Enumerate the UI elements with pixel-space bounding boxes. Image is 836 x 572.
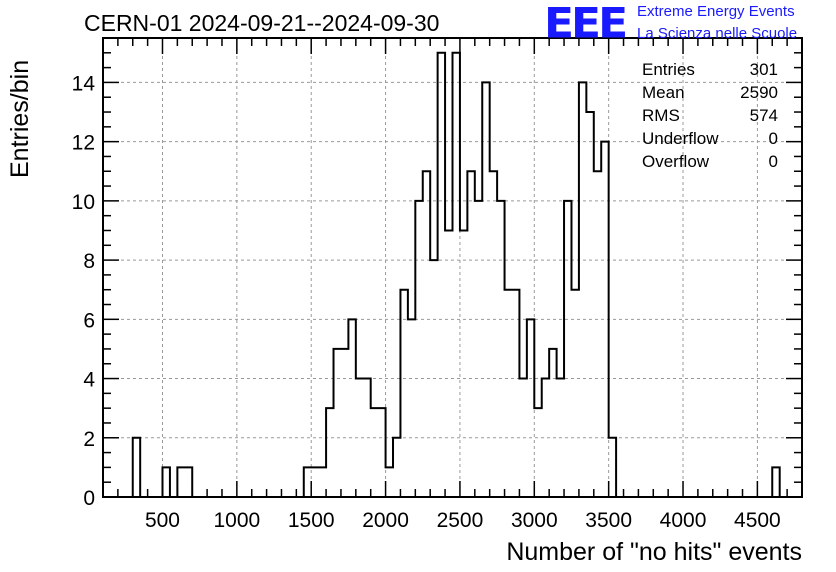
stats-value-underflow: 0: [768, 129, 778, 148]
stats-label-overflow: Overflow: [642, 152, 710, 171]
histogram-bin: [162, 467, 169, 497]
y-tick-label: 14: [72, 72, 96, 95]
y-tick-label: 10: [72, 191, 95, 214]
histogram-bin: [133, 438, 140, 497]
histogram-outline: [131, 51, 781, 497]
histogram-bin: [549, 349, 556, 497]
x-axis-label: Number of "no hits" events: [506, 538, 802, 566]
histogram-bin: [609, 438, 616, 497]
y-tick-labels: 0 2 4 6 8 10 12 14: [72, 72, 96, 510]
histogram-bin: [497, 201, 504, 497]
histogram-bin: [460, 230, 467, 497]
histogram-bin: [453, 53, 460, 497]
histogram-bin: [177, 467, 184, 497]
histogram-bin: [341, 349, 348, 497]
histogram-bin: [445, 230, 452, 497]
histogram-bin: [571, 290, 578, 497]
stats-label-entries: Entries: [642, 60, 695, 79]
y-axis-label: Entries/bin: [6, 59, 34, 178]
histogram-bin: [334, 349, 341, 497]
x-tick-label: 4000: [660, 509, 707, 532]
stats-value-overflow: 0: [768, 152, 778, 171]
histogram-bin: [579, 82, 586, 497]
histogram-bin: [772, 467, 779, 497]
stats-value-entries: 301: [749, 60, 778, 79]
histogram-bin: [423, 171, 430, 497]
stats-label-rms: RMS: [642, 106, 680, 125]
stats-label-underflow: Underflow: [642, 129, 719, 148]
logo-line-1: Extreme Energy Events: [637, 3, 795, 20]
stats-value-mean: 2590: [740, 83, 778, 102]
eee-logo: EEE: [544, 0, 628, 48]
histogram-bin: [415, 201, 422, 497]
histogram-bin: [594, 171, 601, 497]
stats-value-rms: 574: [749, 106, 778, 125]
y-tick-label: 2: [83, 428, 95, 451]
histogram-bin: [512, 290, 519, 497]
stats-label-mean: Mean: [642, 83, 685, 102]
logo-line-2: La Scienza nelle Scuole: [637, 25, 798, 42]
histogram-bin: [482, 82, 489, 497]
y-tick-label: 4: [83, 369, 95, 392]
histogram-bin: [438, 53, 445, 497]
histogram-bin: [527, 319, 534, 497]
histogram-bin: [505, 290, 512, 497]
histogram-bin: [400, 290, 407, 497]
histogram-bin: [185, 467, 192, 497]
histogram-bin: [386, 467, 393, 497]
histogram-bin: [326, 408, 333, 497]
histogram-bin: [304, 467, 311, 497]
y-tick-label: 12: [72, 132, 95, 155]
histogram-bin: [319, 467, 326, 497]
x-tick-label: 1000: [213, 509, 260, 532]
histogram-bin: [311, 467, 318, 497]
histogram-bin: [534, 408, 541, 497]
histogram-bin: [408, 319, 415, 497]
histogram-bin: [467, 171, 474, 497]
histogram-bin: [490, 171, 497, 497]
y-tick-label: 0: [83, 487, 95, 510]
x-tick-label: 2500: [437, 509, 484, 532]
x-tick-label: 2000: [362, 509, 409, 532]
x-tick-labels: 500 1000 1500 2000 2500 3000 3500 4000 4500: [145, 509, 781, 532]
x-tick-label: 500: [145, 509, 180, 532]
histogram-bin: [564, 201, 571, 497]
chart-title: CERN-01 2024-09-21--2024-09-30: [84, 10, 440, 36]
y-tick-label: 8: [83, 250, 95, 273]
x-tick-label: 3000: [511, 509, 558, 532]
x-tick-label: 4500: [734, 509, 781, 532]
histogram-bin: [371, 408, 378, 497]
x-tick-label: 3500: [585, 509, 632, 532]
histogram-bin: [393, 438, 400, 497]
plot-frame: [102, 37, 803, 498]
histogram-bin: [475, 201, 482, 497]
histogram-bin: [348, 319, 355, 497]
y-tick-label: 6: [83, 309, 95, 332]
histogram-bin: [378, 408, 385, 497]
x-tick-label: 1500: [288, 509, 335, 532]
histogram-bin: [586, 112, 593, 497]
axis-ticks: [102, 37, 803, 498]
